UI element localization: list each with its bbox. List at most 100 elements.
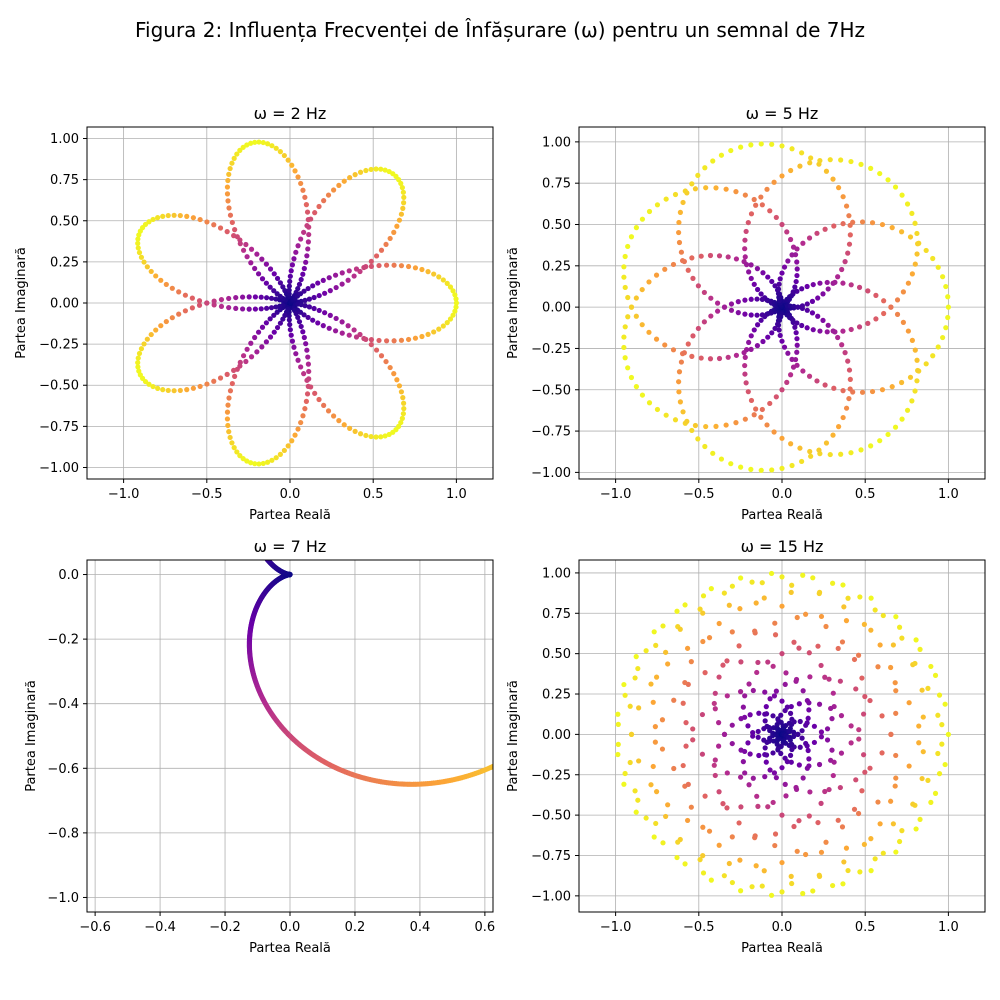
data-point	[266, 438, 271, 443]
data-point	[772, 283, 778, 289]
data-point	[305, 354, 311, 360]
data-point	[826, 676, 832, 682]
data-point	[636, 758, 642, 764]
data-point	[247, 497, 252, 502]
data-point	[444, 280, 450, 286]
data-point	[794, 336, 800, 342]
data-point	[877, 170, 883, 177]
data-point	[316, 203, 322, 210]
data-point	[343, 375, 348, 380]
x-tick-label: 0.5	[363, 487, 384, 502]
data-point	[579, 687, 584, 692]
data-point	[425, 331, 431, 337]
data-point	[271, 312, 277, 318]
data-point	[824, 726, 831, 732]
data-point	[400, 411, 406, 417]
data-point	[148, 331, 154, 338]
data-point	[327, 382, 332, 387]
data-point	[243, 358, 249, 365]
data-point	[733, 352, 740, 358]
data-point	[594, 485, 599, 490]
data-point	[364, 368, 369, 373]
data-point	[681, 350, 687, 356]
data-point	[421, 781, 427, 787]
data-point	[940, 274, 946, 280]
data-point	[305, 285, 311, 292]
data-point	[218, 296, 225, 303]
data-point	[612, 556, 617, 561]
data-point	[587, 471, 592, 476]
data-point	[738, 659, 744, 665]
data-point	[608, 532, 613, 537]
data-point	[321, 198, 327, 204]
data-point	[894, 311, 901, 317]
data-point	[841, 604, 847, 610]
data-point	[322, 310, 328, 316]
data-point	[457, 368, 462, 373]
data-point	[312, 390, 318, 396]
data-point	[827, 157, 833, 163]
data-point	[250, 615, 256, 621]
data-point	[879, 387, 886, 393]
data-point	[153, 273, 159, 279]
data-point	[660, 623, 666, 629]
data-point	[899, 229, 905, 235]
x-tick-label: −0.2	[209, 920, 241, 935]
data-point	[712, 690, 718, 696]
data-point	[605, 628, 610, 633]
data-point	[611, 547, 616, 552]
data-point	[612, 570, 617, 575]
data-point	[333, 284, 339, 291]
data-point	[451, 367, 456, 372]
x-tick-label: 0.0	[772, 487, 793, 502]
data-point	[599, 645, 604, 650]
data-point	[566, 705, 571, 710]
data-point	[476, 769, 482, 775]
data-point	[764, 422, 770, 428]
data-point	[345, 277, 351, 283]
data-point	[335, 378, 340, 383]
data-point	[621, 334, 627, 340]
data-point	[776, 281, 782, 287]
data-point	[229, 160, 235, 166]
data-point	[339, 376, 344, 381]
data-point	[588, 671, 593, 676]
data-point	[827, 451, 833, 458]
data-point	[742, 416, 748, 422]
data-point	[553, 719, 558, 724]
data-point	[633, 809, 639, 815]
data-point	[250, 669, 256, 675]
data-point	[779, 387, 785, 393]
data-point	[611, 549, 616, 554]
data-point	[917, 646, 923, 652]
data-point	[405, 336, 412, 343]
data-point	[298, 323, 304, 330]
data-point	[670, 261, 677, 268]
data-point	[800, 775, 806, 781]
data-point	[822, 788, 828, 795]
data-point	[405, 362, 410, 367]
data-point	[150, 383, 156, 390]
data-point	[399, 415, 405, 421]
data-point	[625, 314, 631, 320]
data-point	[612, 585, 617, 590]
data-point	[837, 678, 843, 684]
data-point	[680, 199, 686, 206]
data-point	[415, 362, 420, 367]
data-point	[276, 721, 283, 727]
data-point	[772, 632, 779, 638]
data-point	[793, 784, 799, 791]
data-point	[826, 786, 832, 793]
data-point	[893, 849, 899, 855]
data-point	[728, 301, 735, 307]
data-point	[811, 723, 818, 729]
data-point	[858, 447, 864, 453]
data-point	[270, 431, 275, 436]
data-point	[291, 256, 297, 262]
data-point	[273, 716, 279, 723]
data-point	[605, 625, 610, 630]
data-point	[440, 277, 446, 283]
data-point	[788, 441, 794, 447]
data-point	[204, 219, 210, 225]
data-point	[252, 306, 258, 312]
